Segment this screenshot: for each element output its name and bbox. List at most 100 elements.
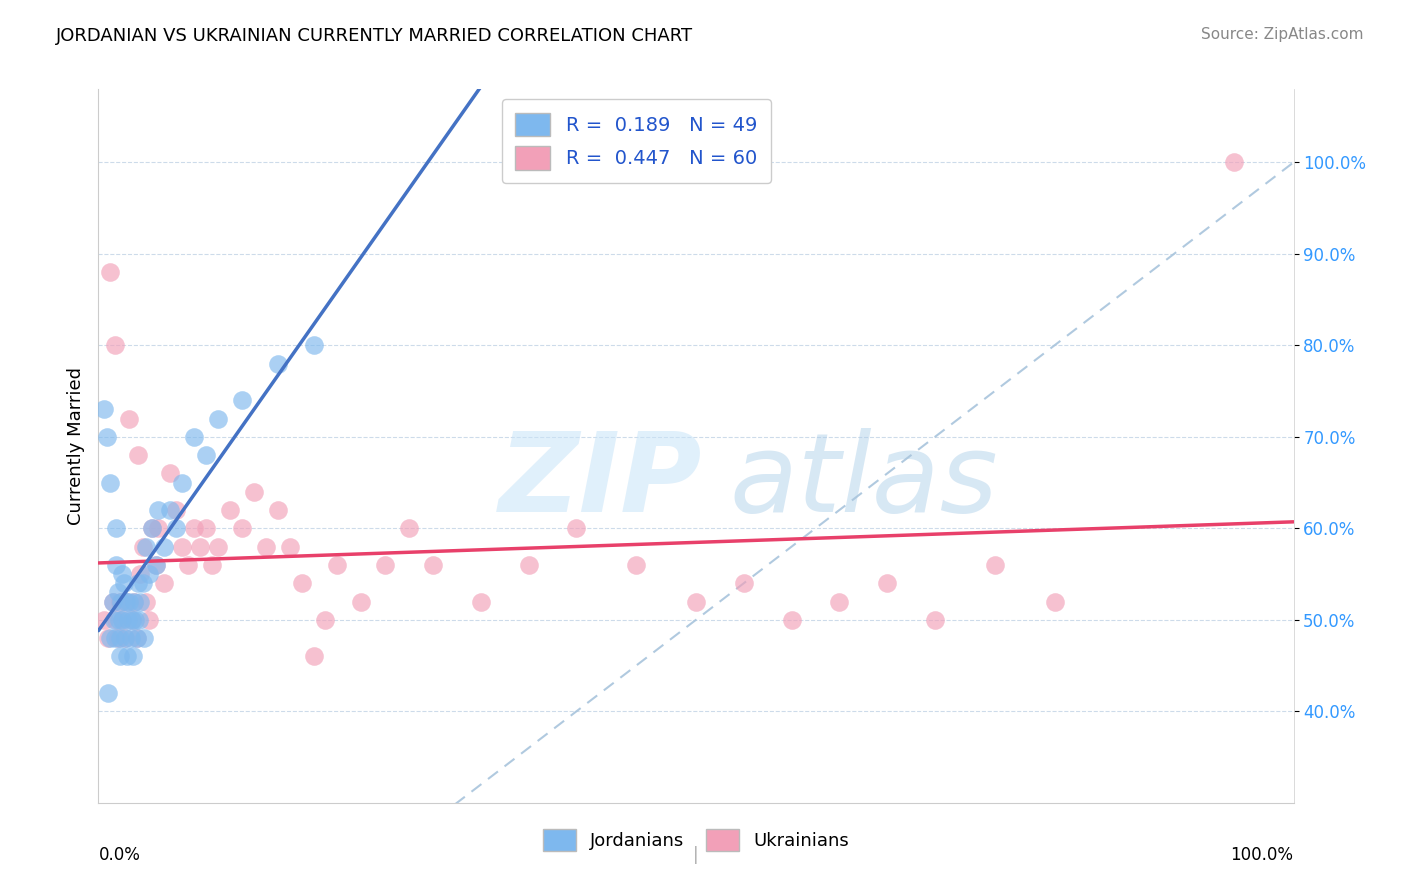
Text: 0.0%: 0.0% (98, 846, 141, 863)
Point (112, 576, 135, 591)
Point (254, 540, 277, 554)
Y-axis label: Currently Married: Currently Married (66, 367, 84, 525)
Point (231, 521, 253, 535)
Point (101, 594, 124, 608)
Point (267, 357, 290, 371)
Legend: Jordanians, Ukrainians: Jordanians, Ukrainians (536, 822, 856, 858)
Point (131, 540, 153, 554)
Point (111, 613, 134, 627)
Point (121, 613, 143, 627)
Point (470, 594, 492, 608)
Point (148, 503, 170, 517)
Point (183, 430, 205, 444)
Point (188, 540, 211, 554)
Point (278, 540, 301, 554)
Point (876, 576, 898, 591)
Point (103, 613, 125, 627)
Point (302, 649, 325, 664)
Point (98, 631, 122, 645)
Point (115, 594, 138, 608)
Point (165, 503, 187, 517)
Point (183, 521, 205, 535)
Point (93, 402, 115, 417)
Point (93, 613, 115, 627)
Point (195, 521, 218, 535)
Point (127, 448, 149, 462)
Point (135, 594, 157, 608)
Point (326, 558, 349, 572)
Point (138, 567, 160, 582)
Point (104, 338, 127, 352)
Point (302, 338, 325, 352)
Point (132, 631, 155, 645)
Point (243, 484, 266, 499)
Point (201, 558, 224, 572)
Point (108, 631, 131, 645)
Point (107, 613, 129, 627)
Point (108, 594, 131, 608)
Text: atlas: atlas (728, 428, 998, 535)
Point (111, 613, 134, 627)
Point (104, 631, 127, 645)
Point (145, 558, 167, 572)
Point (685, 594, 707, 608)
Point (1043, 594, 1066, 608)
Point (122, 649, 145, 664)
Point (219, 503, 242, 517)
Point (350, 594, 373, 608)
Point (141, 521, 163, 535)
Point (98, 475, 122, 490)
Point (114, 631, 136, 645)
Point (111, 567, 134, 582)
Point (118, 411, 141, 425)
Text: JORDANIAN VS UKRAINIAN CURRENTLY MARRIED CORRELATION CHART: JORDANIAN VS UKRAINIAN CURRENTLY MARRIED… (56, 27, 693, 45)
Point (374, 558, 396, 572)
Point (127, 576, 149, 591)
Point (135, 540, 157, 554)
Point (141, 521, 163, 535)
Point (115, 594, 138, 608)
Point (1223, 155, 1246, 169)
Point (159, 503, 181, 517)
Text: 100.0%: 100.0% (1230, 846, 1294, 863)
Point (118, 594, 141, 608)
Point (733, 576, 755, 591)
Point (315, 613, 337, 627)
Point (565, 521, 588, 535)
Point (267, 503, 290, 517)
Point (105, 558, 128, 572)
Point (110, 594, 132, 608)
Point (115, 649, 138, 664)
Point (98, 265, 122, 279)
Point (129, 594, 152, 608)
Point (828, 594, 851, 608)
Point (780, 613, 803, 627)
Point (145, 558, 167, 572)
Point (153, 576, 176, 591)
Point (97, 631, 120, 645)
Point (231, 393, 253, 408)
Point (121, 613, 143, 627)
Point (177, 558, 200, 572)
Point (97, 686, 120, 700)
Point (129, 567, 152, 582)
Point (101, 594, 124, 608)
Point (120, 631, 142, 645)
Point (117, 613, 139, 627)
Point (105, 521, 128, 535)
Point (626, 558, 648, 572)
Point (422, 558, 444, 572)
Point (124, 594, 146, 608)
Point (107, 631, 129, 645)
Point (291, 576, 314, 591)
Point (105, 613, 128, 627)
Point (517, 558, 540, 572)
Point (172, 475, 194, 490)
Point (207, 411, 229, 425)
Text: ZIP: ZIP (499, 428, 702, 535)
Text: Source: ZipAtlas.com: Source: ZipAtlas.com (1201, 27, 1364, 42)
Point (153, 540, 176, 554)
Point (124, 594, 146, 608)
Text: |: | (693, 846, 699, 863)
Point (131, 576, 153, 591)
